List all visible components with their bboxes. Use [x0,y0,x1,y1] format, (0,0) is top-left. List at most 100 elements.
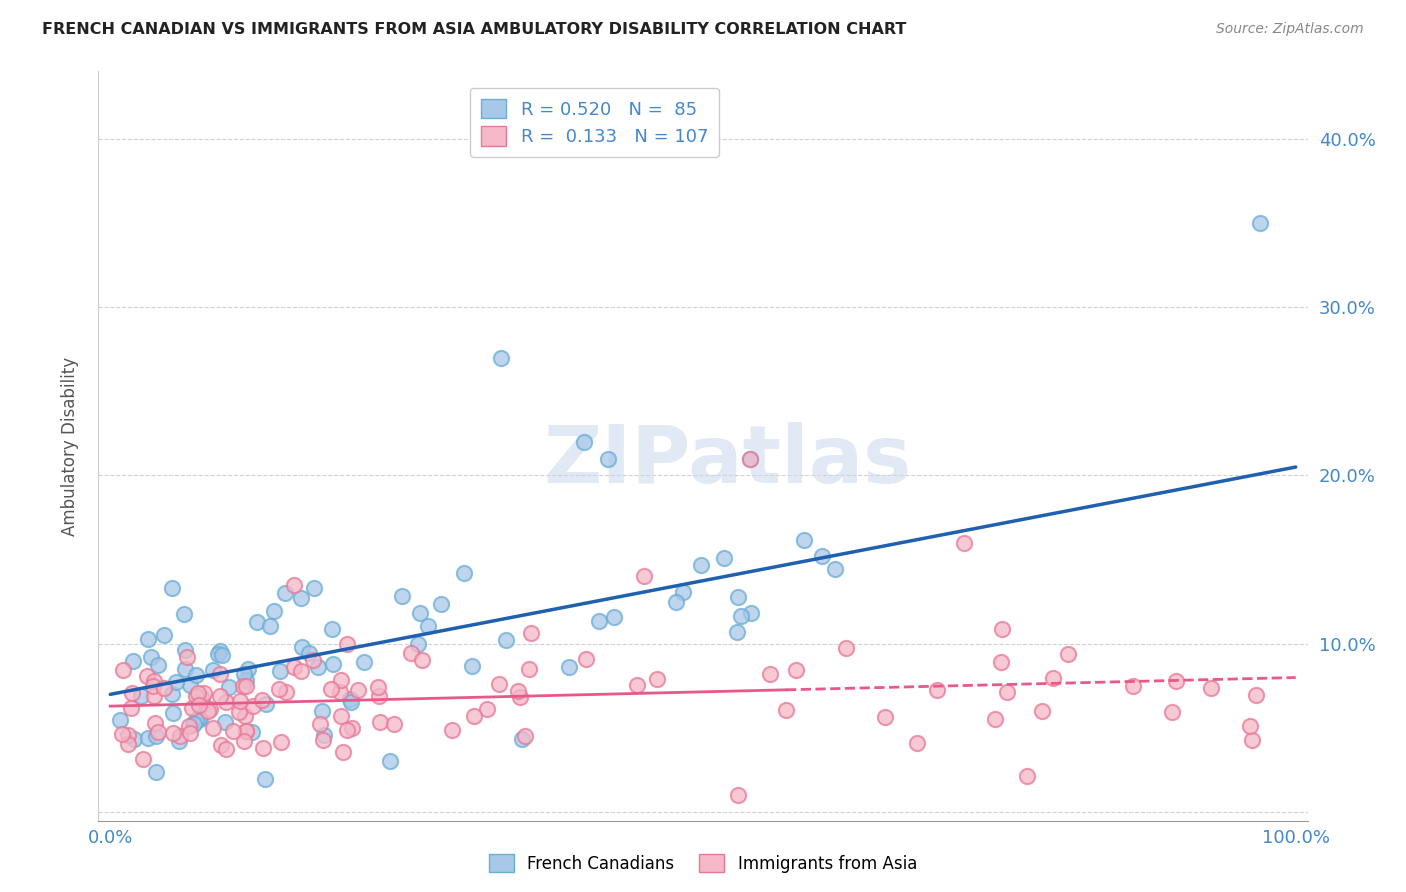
Point [391,590,413,604]
Point [506,684,529,698]
Point [218,680,240,694]
Point [672,584,695,599]
Point [148,658,170,673]
Point [811,549,834,563]
Point [730,608,752,623]
Point [153,628,176,642]
Point [575,652,598,666]
Point [177,719,200,733]
Point [121,686,143,700]
Point [263,604,285,618]
Point [121,701,143,715]
Point [558,660,581,674]
Point [153,681,176,695]
Point [191,697,214,711]
Point [184,668,207,682]
Point [129,689,152,703]
Point [211,648,233,662]
Point [142,689,165,703]
Point [441,723,464,738]
Point [235,724,257,739]
Text: FRENCH CANADIAN VS IMMIGRANTS FROM ASIA AMBULATORY DISABILITY CORRELATION CHART: FRENCH CANADIAN VS IMMIGRANTS FROM ASIA … [42,22,907,37]
Point [117,728,139,742]
Point [517,662,540,676]
Point [209,738,232,752]
Point [143,716,166,731]
Point [193,686,215,700]
Point [332,745,354,759]
Point [312,733,335,747]
Point [430,597,453,611]
Point [1240,732,1263,747]
Point [138,632,160,646]
Point [409,606,432,620]
Point [232,667,254,681]
Point [188,698,211,713]
Point [314,728,336,742]
Point [510,731,533,746]
Point [259,619,281,633]
Point [727,590,749,604]
Point [235,673,257,687]
Point [515,730,537,744]
Point [146,725,169,739]
Point [252,740,274,755]
Point [291,640,314,655]
Point [276,684,298,698]
Point [269,664,291,678]
Point [1017,769,1039,783]
Point [290,591,312,606]
Point [907,736,929,750]
Point [302,652,325,666]
Point [588,615,610,629]
Point [645,672,668,686]
Point [1239,719,1261,733]
Point [995,685,1018,699]
Point [399,646,422,660]
Point [321,622,343,636]
Point [235,724,257,739]
Point [307,659,329,673]
Point [215,695,238,709]
Point [368,689,391,703]
Legend: French Canadians, Immigrants from Asia: French Canadians, Immigrants from Asia [482,847,924,880]
Point [283,578,305,592]
Point [235,679,257,693]
Point [488,677,510,691]
Point [117,737,139,751]
Point [1249,216,1271,230]
Point [298,646,321,660]
Point [353,655,375,669]
Point [197,704,219,718]
Point [453,566,475,580]
Point [233,709,256,723]
Point [322,657,344,672]
Point [461,659,484,673]
Point [142,673,165,688]
Point [740,607,762,621]
Point [173,662,195,676]
Point [132,752,155,766]
Point [598,451,620,466]
Point [122,655,145,669]
Point [690,558,713,572]
Point [382,717,405,731]
Point [1166,674,1188,689]
Point [927,683,949,698]
Point [367,680,389,694]
Point [302,581,325,595]
Point [162,726,184,740]
Point [169,729,191,743]
Point [181,701,204,715]
Point [713,550,735,565]
Point [1122,679,1144,693]
Point [1057,647,1080,661]
Point [108,713,131,727]
Point [214,715,236,730]
Point [176,650,198,665]
Point [509,690,531,704]
Point [242,699,264,714]
Point [233,734,256,748]
Point [1042,671,1064,685]
Point [775,703,797,717]
